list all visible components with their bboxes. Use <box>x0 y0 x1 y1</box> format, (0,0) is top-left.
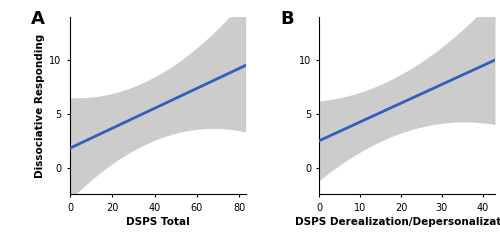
X-axis label: DSPS Total: DSPS Total <box>126 217 190 227</box>
Text: B: B <box>280 10 294 28</box>
Y-axis label: Dissociative Responding: Dissociative Responding <box>35 34 45 178</box>
X-axis label: DSPS Derealization/Depersonalization: DSPS Derealization/Depersonalization <box>295 217 500 227</box>
Text: A: A <box>32 10 45 28</box>
